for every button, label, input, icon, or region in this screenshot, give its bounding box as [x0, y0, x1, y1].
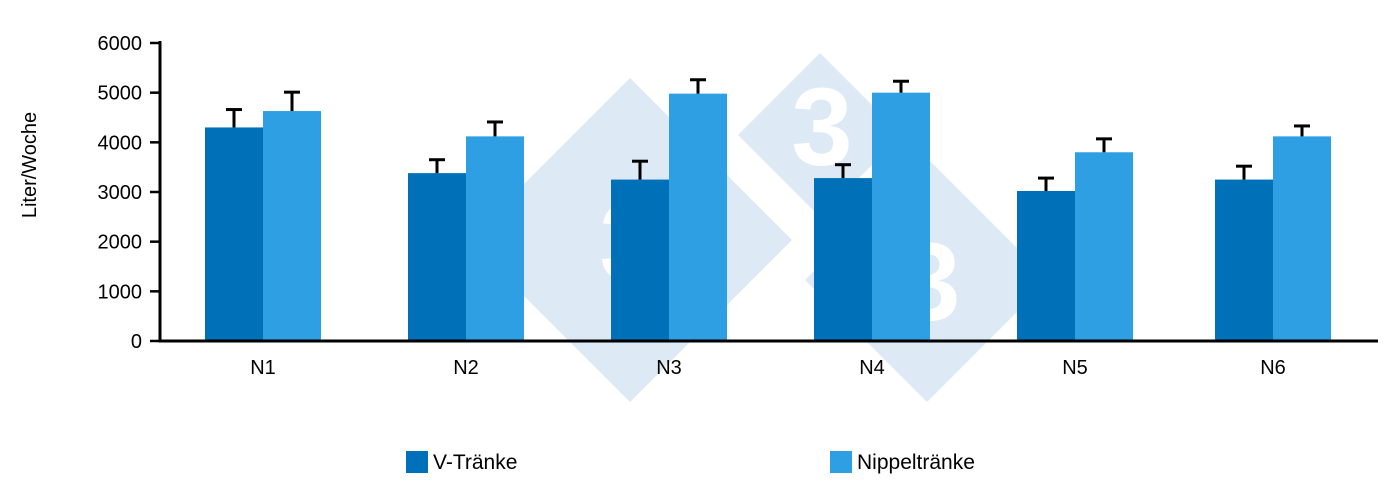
x-category-label: N4	[859, 357, 885, 379]
bar-nippeltr-nke-n3	[669, 93, 727, 341]
x-categories-group: N1 N2 N3 N4 N5 N6	[250, 357, 1286, 379]
bar-nippeltr-nke-n5	[1075, 152, 1133, 341]
bar-v-tr-nke-n1	[205, 127, 263, 341]
y-tick-label: 4000	[98, 132, 143, 154]
bar-nippeltr-nke-n4	[872, 92, 930, 342]
axes-group	[158, 41, 1378, 343]
error-bar-nippeltr-nke-n2	[487, 120, 503, 137]
legend-swatch	[406, 451, 428, 473]
bar-nippeltr-nke-n6	[1273, 136, 1331, 341]
bar-nippeltr-nke-n2	[466, 136, 524, 341]
y-tick-label: 2000	[98, 232, 143, 254]
legend-item-v-tr-nke: V-Tränke	[406, 451, 517, 474]
error-bar-nippeltr-nke-n1	[284, 90, 300, 112]
bar-v-tr-nke-n5	[1017, 191, 1075, 341]
x-category-label: N1	[250, 357, 276, 379]
bar-v-tr-nke-n2	[408, 173, 466, 341]
x-category-label: N6	[1260, 357, 1286, 379]
y-tick-label: 3000	[98, 182, 143, 204]
error-bar-v-tr-nke-n4	[835, 163, 851, 179]
legend-label: Nippeltränke	[857, 451, 975, 474]
y-tick-label: 0	[131, 331, 142, 353]
error-bar-nippeltr-nke-n3	[690, 78, 706, 94]
error-bar-v-tr-nke-n5	[1038, 176, 1054, 192]
legend-label: V-Tränke	[433, 451, 517, 474]
error-bar-v-tr-nke-n1	[226, 108, 242, 128]
bars-group	[205, 78, 1331, 342]
y-tick-label: 5000	[98, 83, 143, 105]
bar-v-tr-nke-n6	[1215, 179, 1273, 341]
y-tick-label: 6000	[98, 33, 143, 55]
x-category-label: N2	[453, 357, 479, 379]
legend-swatch	[830, 451, 852, 473]
error-bar-nippeltr-nke-n4	[893, 79, 909, 93]
y-ticks-group: 0 1000 2000 3000 4000 5000 6000	[98, 33, 160, 353]
legend-item-nippeltr-nke: Nippeltränke	[830, 451, 975, 474]
y-axis-title: Liter/Woche	[19, 112, 41, 218]
error-bar-v-tr-nke-n2	[429, 158, 445, 174]
error-bar-nippeltr-nke-n6	[1294, 124, 1310, 137]
watermark-logo: 333	[468, 53, 1049, 402]
bar-nippeltr-nke-n1	[263, 111, 321, 341]
bar-v-tr-nke-n4	[814, 178, 872, 341]
legend: V-Tränke Nippeltränke	[406, 451, 975, 474]
error-bar-nippeltr-nke-n5	[1096, 137, 1112, 153]
watermark-diamond-2	[738, 53, 902, 217]
x-category-label: N3	[656, 357, 682, 379]
error-bar-v-tr-nke-n3	[632, 159, 648, 180]
error-bar-v-tr-nke-n6	[1236, 164, 1252, 180]
x-category-label: N5	[1062, 357, 1088, 379]
bar-v-tr-nke-n3	[611, 179, 669, 341]
y-tick-label: 1000	[98, 281, 143, 303]
